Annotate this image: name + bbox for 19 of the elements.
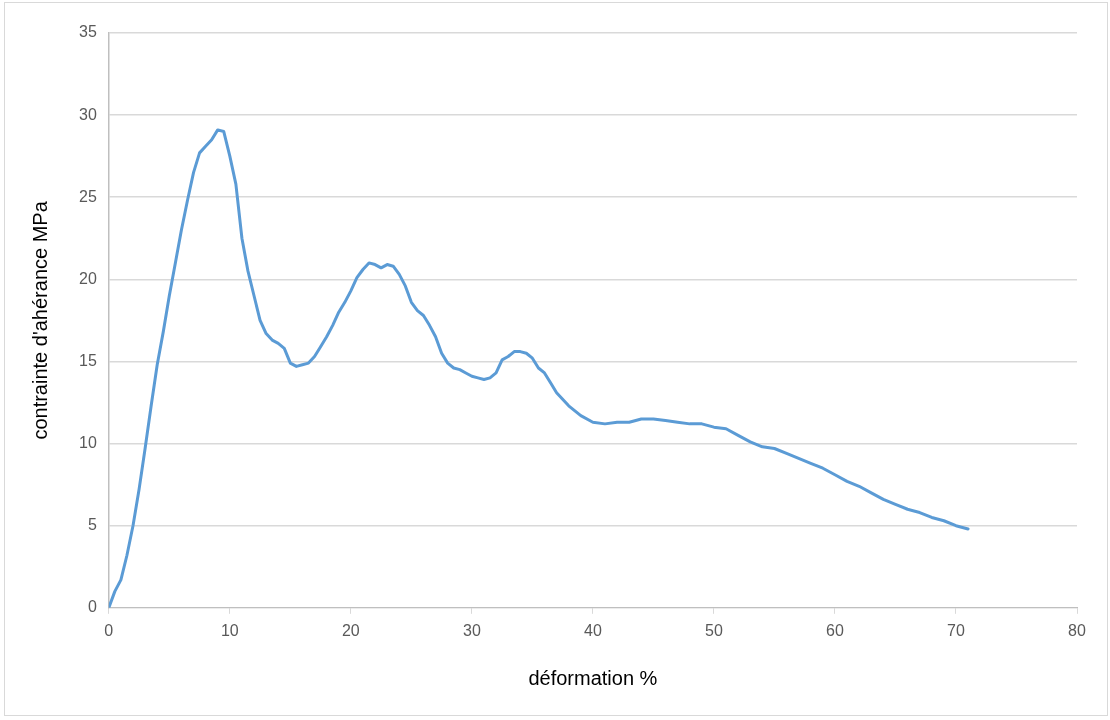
y-tick-label: 15 <box>79 351 97 369</box>
x-tick-label: 70 <box>947 621 965 639</box>
x-axis-title: déformation % <box>528 666 658 689</box>
x-tick-label: 50 <box>705 621 723 639</box>
x-tick-label: 10 <box>220 621 239 639</box>
y-tick-label: 20 <box>79 269 97 287</box>
y-tick-label: 5 <box>87 516 97 534</box>
x-tick-label: 30 <box>462 621 481 639</box>
x-tick-label: 0 <box>104 621 114 639</box>
x-tick-label: 40 <box>584 621 602 639</box>
x-tick-label: 60 <box>826 621 844 639</box>
y-tick-label: 10 <box>79 433 97 451</box>
y-tick-label: 30 <box>79 105 97 123</box>
x-tick-label: 80 <box>1068 621 1086 639</box>
y-tick-label: 35 <box>79 23 97 41</box>
y-axis-title: contrainte d'ahérance MPa <box>28 200 51 440</box>
x-tick-label: 20 <box>341 621 360 639</box>
y-tick-label: 25 <box>79 187 97 205</box>
y-tick-label: 0 <box>87 598 97 616</box>
